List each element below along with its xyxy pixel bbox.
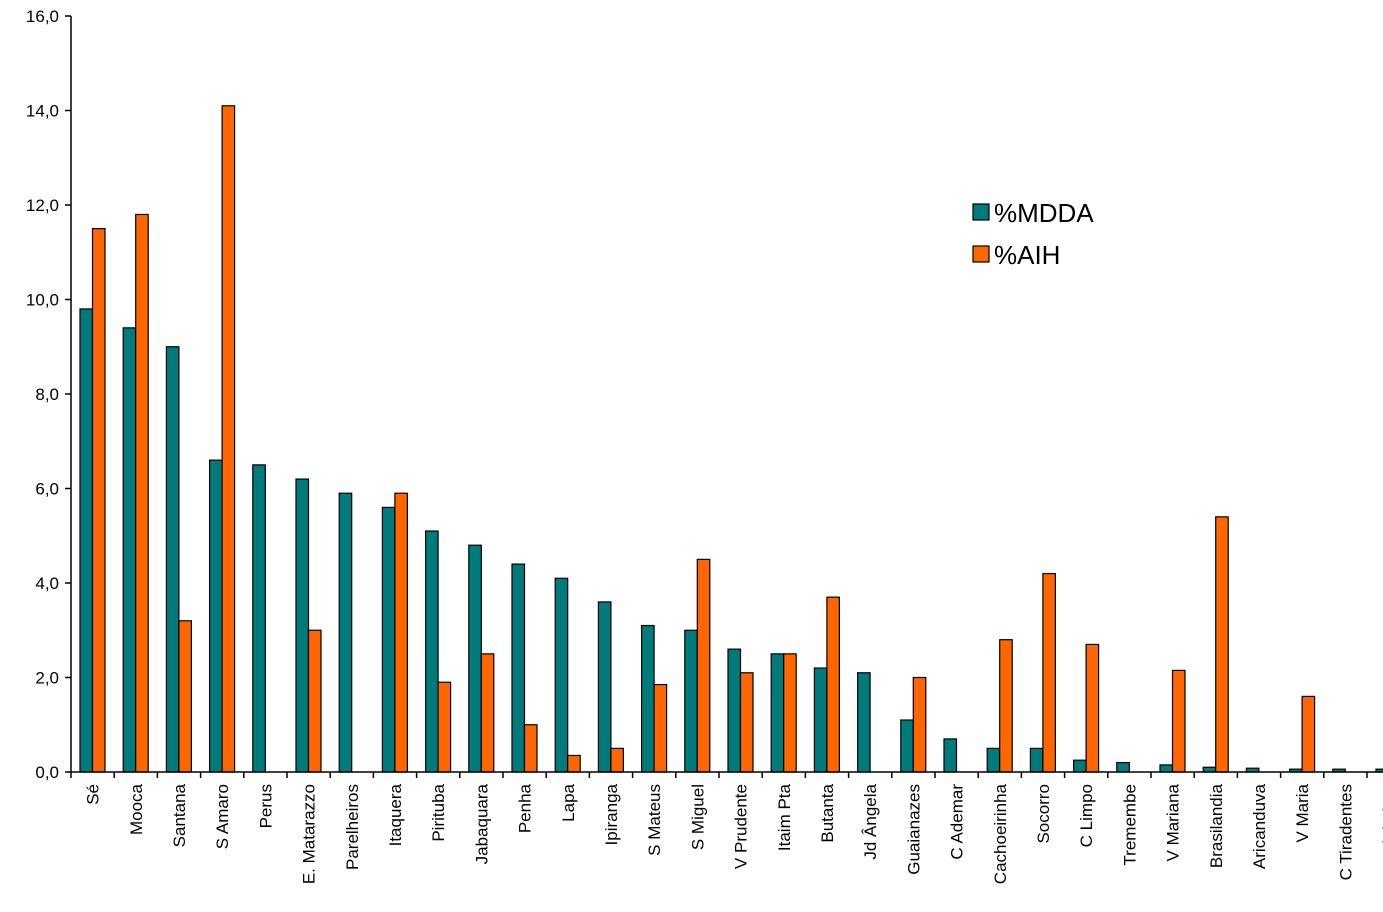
x-axis-categories: Sé Mooca Santana S Amaro Perus E. Matarazzo Pa… (70, 772, 1383, 884)
bar-mdda-s-miguel (684, 629, 698, 773)
bar-aih-lapa (567, 754, 581, 773)
x-category-label-s-miguel: S Miguel (688, 784, 707, 850)
bar-mdda-s-mateus (640, 624, 655, 773)
bar-aih-socorro (1042, 572, 1057, 773)
bar-mdda-itaim-pta (770, 653, 785, 773)
x-category-label-brasilandia: Brasilandia (1207, 783, 1226, 868)
x-category-label-pirituba: Pirituba (429, 783, 448, 841)
bar-mdda-v-mariana (1159, 764, 1174, 773)
bar-aih-e-matarazzo (307, 629, 322, 773)
bar-mdda-c-ademar (943, 738, 958, 773)
bar-mdda-jd-angela (856, 672, 871, 773)
bar-mdda-perus (252, 464, 266, 773)
bar-mdda-ipiranga (597, 601, 612, 773)
x-category-label-butanta: Butanta (818, 783, 837, 842)
bar-mdda-c-limpo (1072, 759, 1087, 773)
bar-aih-ipiranga (610, 747, 625, 773)
bar-mdda-socorro (1029, 747, 1044, 773)
x-category-label-s-amaro: S Amaro (213, 784, 232, 849)
bar-aih-brasilandia (1215, 516, 1229, 773)
bar-aih-v-prudente (739, 672, 754, 773)
bar-mdda-cachoeirinha (986, 747, 1001, 773)
x-category-label-c-tiradentes: C Tiradentes (1336, 784, 1355, 880)
bar-aih-v-maria (1301, 695, 1316, 773)
x-category-label-e-matarazzo: E. Matarazzo (300, 784, 319, 884)
bar-aih-s-mateus (653, 683, 668, 773)
y-tick-label: 8,0 (35, 385, 59, 404)
bar-mdda-santana (165, 346, 180, 773)
bar-aih-butanta (826, 596, 841, 773)
bar-mdda-v-prudente (727, 648, 742, 773)
legend: %MDDA %AIH (972, 198, 1094, 270)
x-category-label-itaim-pta: Itaim Pta (775, 783, 794, 851)
y-axis-ticks: 0,0 2,0 4,0 6,0 8,0 10,0 12,0 14,0 16,0 (26, 7, 71, 782)
x-category-label-mooca: Mooca (127, 783, 146, 835)
axes-group (70, 16, 1383, 773)
x-category-label-v-mariana: V Mariana (1164, 783, 1183, 861)
x-category-label-guaianazes: Guaianazes (904, 784, 923, 875)
bar-mdda-tremembe (1116, 761, 1130, 773)
bar-mdda-parelheiros (338, 492, 353, 773)
bar-aih-s-miguel (696, 558, 711, 773)
legend-label-mdda: %MDDA (994, 198, 1094, 228)
x-category-label-c-limpo: C Limpo (1077, 784, 1096, 847)
bar-aih-santana (178, 620, 192, 773)
bar-aih-mooca (135, 213, 149, 773)
x-category-label-socorro: Socorro (1034, 784, 1053, 844)
bar-aih-v-mariana (1171, 669, 1186, 773)
x-category-label-lapa: Lapa (559, 783, 578, 821)
x-category-label-cachoeirinha: Cachoeirinha (991, 783, 1010, 884)
y-tick-label: 16,0 (26, 7, 59, 26)
bar-aih-s-amaro (221, 105, 236, 773)
bar-mdda-se (79, 308, 94, 773)
y-tick-label: 14,0 (26, 102, 59, 121)
bar-mdda-pirituba (425, 530, 439, 773)
x-category-label-jabaquara: Jabaquara (472, 783, 491, 864)
bar-aih-penha (523, 724, 538, 773)
bar-aih-itaquera (394, 492, 408, 773)
bar-mdda-penha (511, 563, 526, 773)
x-category-label-itaquera: Itaquera (386, 783, 405, 846)
x-category-label-c-ademar: C Ademar (948, 784, 967, 860)
x-category-label-s-mateus: S Mateus (645, 784, 664, 856)
bar-aih-jabaquara (480, 653, 495, 773)
y-tick-label: 2,0 (35, 669, 59, 688)
y-tick-label: 0,0 (35, 763, 59, 782)
x-category-label-pinheiros: Pinheiros (1380, 784, 1383, 855)
y-tick-label: 12,0 (26, 196, 59, 215)
x-category-label-parelheiros: Parelheiros (343, 784, 362, 870)
x-category-label-aricanduva: Aricanduva (1250, 783, 1269, 869)
y-tick-label: 6,0 (35, 480, 59, 499)
x-category-label-v-maria: V Maria (1293, 783, 1312, 842)
bar-mdda-mooca (122, 327, 137, 773)
bar-aih-se (91, 228, 106, 773)
bar-mdda-jabaquara (468, 544, 482, 773)
x-category-label-perus: Perus (256, 784, 275, 828)
legend-swatch-aih (972, 245, 990, 263)
x-category-label-penha: Penha (516, 783, 535, 833)
x-category-label-santana: Santana (170, 783, 189, 847)
bar-aih-c-limpo (1085, 643, 1100, 773)
bar-mdda-e-matarazzo (295, 478, 310, 773)
bar-aih-itaim-pta (783, 653, 797, 773)
x-category-label-ipiranga: Ipiranga (602, 783, 621, 845)
legend-label-aih: %AIH (994, 240, 1060, 270)
y-tick-label: 10,0 (26, 291, 59, 310)
bar-aih-cachoeirinha (999, 639, 1013, 773)
x-category-label-jd-angela: Jd Ângela (861, 783, 880, 859)
bar-aih-pirituba (437, 681, 452, 773)
x-category-label-se: Sé (84, 784, 103, 805)
bar-mdda-butanta (813, 667, 828, 773)
bars-group (79, 105, 1383, 773)
bar-aih-guaianazes (912, 676, 927, 773)
bar-mdda-lapa (554, 577, 569, 773)
bar-mdda-s-amaro (209, 459, 223, 773)
y-tick-label: 4,0 (35, 574, 59, 593)
legend-swatch-mdda (972, 203, 990, 221)
x-category-label-v-prudente: V Prudente (732, 784, 751, 869)
bar-mdda-guaianazes (900, 719, 914, 773)
bar-mdda-itaquera (381, 506, 396, 773)
x-category-label-tremembe: Tremembe (1120, 784, 1139, 866)
